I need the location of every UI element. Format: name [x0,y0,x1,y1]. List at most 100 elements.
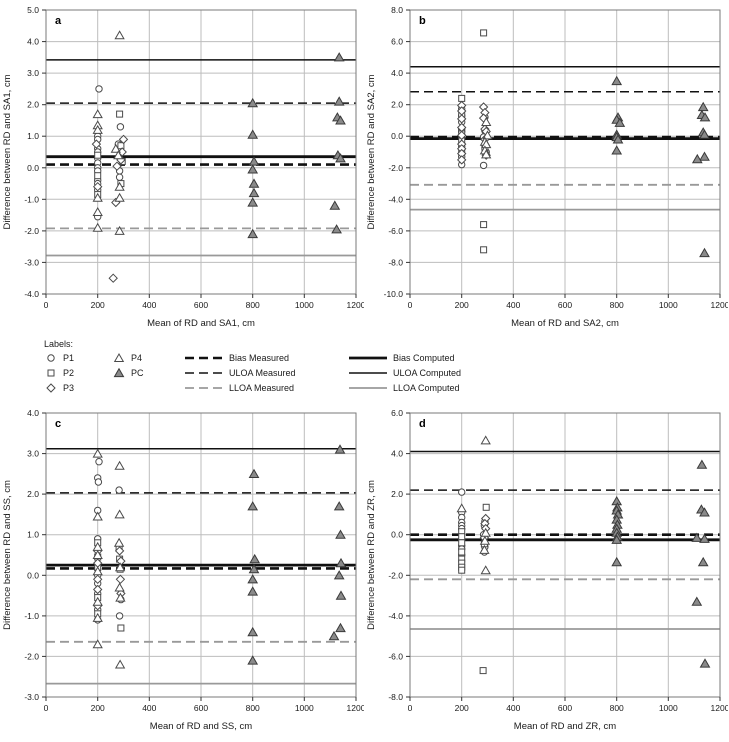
svg-text:-6.0: -6.0 [388,651,403,661]
svg-text:400: 400 [506,703,520,713]
uloa-computed-line-icon [349,371,387,374]
bias-measured-line-icon [185,356,223,359]
svg-text:4.0: 4.0 [391,449,403,459]
x-axis-title: Mean of RD and SA1, cm [147,318,255,329]
svg-text:0: 0 [44,703,49,713]
gridlines [46,412,356,698]
svg-text:1000: 1000 [295,703,314,713]
svg-text:200: 200 [91,300,105,310]
svg-text:0: 0 [408,300,413,310]
legend-item-bias-measured: Bias Measured [184,351,342,364]
x-axis-title: Mean of RD and SA2, cm [511,318,619,329]
svg-text:3.0: 3.0 [27,449,39,459]
axis-ticks [42,9,357,298]
svg-text:2.0: 2.0 [27,489,39,499]
legend-item-p1: P1 [44,351,106,364]
svg-text:2.0: 2.0 [391,100,403,110]
gridlines [410,412,720,698]
svg-text:200: 200 [455,703,469,713]
legend-item-pc: PC [112,366,178,379]
legend-line-label: Bias Computed [393,352,455,363]
legend-line-label: ULOA Computed [393,367,462,378]
svg-text:-1.0: -1.0 [24,194,39,204]
panel-a-chart: 0 200 400 600 800 1000 1200 -4.0 -3.0 -2.0 -1.0 0.0… [2,5,364,329]
panel-letter: d [419,418,426,430]
panel-b: 0 200 400 600 800 1000 1200 -10.0 -8.0 -6.0 -4.0 -2… [364,2,728,338]
legend-item-p4: P4 [112,351,178,364]
svg-text:2.0: 2.0 [391,489,403,499]
svg-text:1200: 1200 [347,703,364,713]
svg-text:0.0: 0.0 [27,570,39,580]
panel-d: 0 200 400 600 800 1000 1200 -8.0 -6.0 -4.0 -2.0 0.0… [364,405,728,741]
gridlines [410,9,720,295]
svg-text:0.0: 0.0 [391,131,403,141]
bottom-panels-row: 0 200 400 600 800 1000 1200 -3.0 -2.0 -1.0 0.0 1.0 2… [0,405,729,741]
legend-line-label: ULOA Measured [229,367,296,378]
svg-text:400: 400 [142,300,156,310]
svg-text:1200: 1200 [347,300,364,310]
panel-c-chart: 0 200 400 600 800 1000 1200 -3.0 -2.0 -1.0 0.0 1.0 2… [2,408,364,732]
legend-item-p3: P3 [44,381,106,394]
svg-text:1000: 1000 [295,300,314,310]
svg-text:600: 600 [558,300,572,310]
svg-text:4.0: 4.0 [27,408,39,418]
legend-marker-label: P3 [63,382,75,393]
panel-letter: c [55,418,61,430]
tick-labels: 0 200 400 600 800 1000 1200 -4.0 -3.0 -2.0 -1.0 0.0… [24,5,364,310]
y-axis-title: Difference between RD and ZR, cm [366,480,377,630]
svg-text:-2.0: -2.0 [24,226,39,236]
reference-lines [46,59,356,257]
legend-item-uloa-computed: ULOA Computed [348,366,514,379]
data-points [92,444,347,669]
legend-item-uloa-measured: ULOA Measured [184,366,342,379]
svg-text:400: 400 [142,703,156,713]
legend-item-bias-computed: Bias Computed [348,351,514,364]
svg-text:-3.0: -3.0 [24,257,39,267]
svg-text:-3.0: -3.0 [24,692,39,702]
svg-text:-2.0: -2.0 [388,163,403,173]
x-axis-title: Mean of RD and ZR, cm [514,721,617,732]
lloa-measured-line-icon [185,386,223,389]
y-axis-title: Difference between RD and SA2, cm [366,74,377,229]
svg-text:0: 0 [44,300,49,310]
legend-line-label: LLOA Measured [229,382,295,393]
panel-c: 0 200 400 600 800 1000 1200 -3.0 -2.0 -1.0 0.0 1.0 2… [0,405,364,741]
svg-text:800: 800 [246,300,260,310]
legend-marker-label: P1 [63,352,75,363]
svg-text:4.0: 4.0 [391,68,403,78]
svg-text:-4.0: -4.0 [388,611,403,621]
uloa-measured-line-icon [185,371,223,374]
svg-text:200: 200 [91,703,105,713]
panel-d-chart: 0 200 400 600 800 1000 1200 -8.0 -6.0 -4.0 -2.0 0.0… [366,408,728,732]
svg-text:1000: 1000 [659,703,678,713]
diamond-marker-icon [46,382,56,393]
svg-text:600: 600 [194,300,208,310]
svg-text:0.0: 0.0 [391,530,403,540]
svg-text:8.0: 8.0 [391,5,403,15]
tick-labels: 0 200 400 600 800 1000 1200 -3.0 -2.0 -1.0 0.0 1.0 2… [24,408,364,713]
svg-text:-8.0: -8.0 [388,257,403,267]
legend-marker-label: P2 [63,367,75,378]
svg-text:-8.0: -8.0 [388,692,403,702]
y-axis-title: Difference between RD and SA1, cm [2,74,13,229]
svg-text:-6.0: -6.0 [388,226,403,236]
svg-text:800: 800 [246,703,260,713]
triangle-filled-marker-icon [113,367,125,377]
svg-text:6.0: 6.0 [391,37,403,47]
svg-text:2.0: 2.0 [27,100,39,110]
svg-text:200: 200 [455,300,469,310]
panel-a: 0 200 400 600 800 1000 1200 -4.0 -3.0 -2.0 -1.0 0.0… [0,2,364,338]
panel-letter: a [55,15,62,27]
gridlines [46,9,356,295]
svg-text:-10.0: -10.0 [384,289,404,299]
axis-ticks [406,412,721,701]
legend-marker-label: P4 [131,352,143,363]
tick-labels: 0 200 400 600 800 1000 1200 -10.0 -8.0 -6.0 -4.0 -2… [384,5,728,310]
legend-title: Labels: [44,339,74,349]
svg-text:-2.0: -2.0 [388,570,403,580]
panel-b-chart: 0 200 400 600 800 1000 1200 -10.0 -8.0 -6.0 -4.0 -2… [366,5,728,329]
legend-item-lloa-computed: LLOA Computed [348,381,514,394]
legend: Labels: P1 P4 Bias Measured Bias Computed P2… [0,339,729,405]
tick-labels: 0 200 400 600 800 1000 1200 -8.0 -6.0 -4.0 -2.0 0.0… [388,408,728,713]
